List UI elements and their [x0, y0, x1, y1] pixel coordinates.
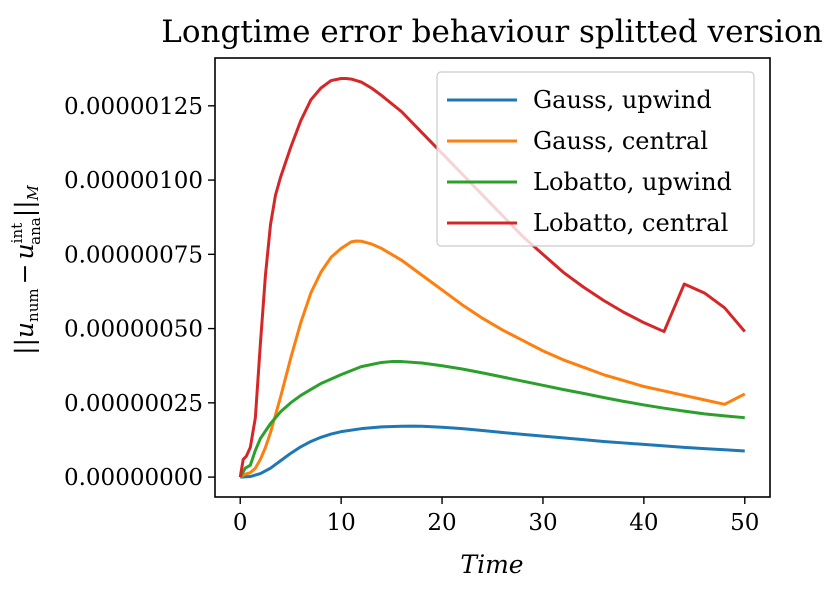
series-line-3: [238, 360, 745, 478]
y-axis-label: ||unum−uintana||M: [8, 184, 44, 354]
y-label-minus: −: [10, 263, 39, 284]
y-label-var-2: u: [10, 243, 39, 259]
legend-label-1: Gauss, upwind: [533, 86, 712, 114]
y-tick-label: 0.00000075: [64, 242, 203, 268]
legend-label-2: Gauss, central: [533, 127, 708, 155]
legend-label-3: Lobatto, upwind: [533, 168, 732, 196]
x-tick-label: 40: [629, 510, 658, 536]
y-axis-ticks: 0.00000000 0.00000025 0.00000050 0.00000075…: [64, 94, 215, 491]
y-label-sub-ana: ana: [26, 217, 44, 245]
series-line-2: [239, 239, 746, 479]
y-label-sup-int: int: [8, 223, 26, 244]
y-tick-label: 0.00000000: [64, 465, 203, 491]
x-tick-label: 0: [233, 510, 248, 536]
chart-title: Longtime error behaviour splitted versio…: [161, 14, 822, 50]
y-label-norm-sub: M: [24, 184, 42, 201]
x-tick-label: 10: [326, 510, 355, 536]
x-tick-label: 30: [528, 510, 557, 536]
y-label-close: ||: [10, 200, 40, 217]
y-label-open: ||: [10, 338, 40, 355]
y-label-var-1: u: [10, 322, 39, 338]
legend-label-4: Lobatto, central: [533, 209, 728, 237]
y-tick-label: 0.00000025: [64, 391, 203, 417]
legend: Gauss, upwind Gauss, central Lobatto, upwi…: [436, 71, 755, 247]
legend-box: [436, 71, 755, 247]
x-tick-label: 50: [730, 510, 759, 536]
x-axis-ticks: 0 10 20 30 40 50: [233, 497, 759, 536]
plot-frame: [214, 57, 771, 498]
y-tick-label: 0.00000100: [64, 168, 203, 194]
series-lines: [238, 76, 746, 479]
series-line-4: [238, 76, 746, 478]
x-tick-label: 20: [427, 510, 456, 536]
x-axis-label: Time: [460, 550, 523, 579]
series-line-1: [240, 424, 745, 479]
y-label-sub-num: num: [24, 288, 42, 322]
y-tick-label: 0.00000125: [64, 94, 203, 120]
y-tick-label: 0.00000050: [64, 317, 203, 343]
